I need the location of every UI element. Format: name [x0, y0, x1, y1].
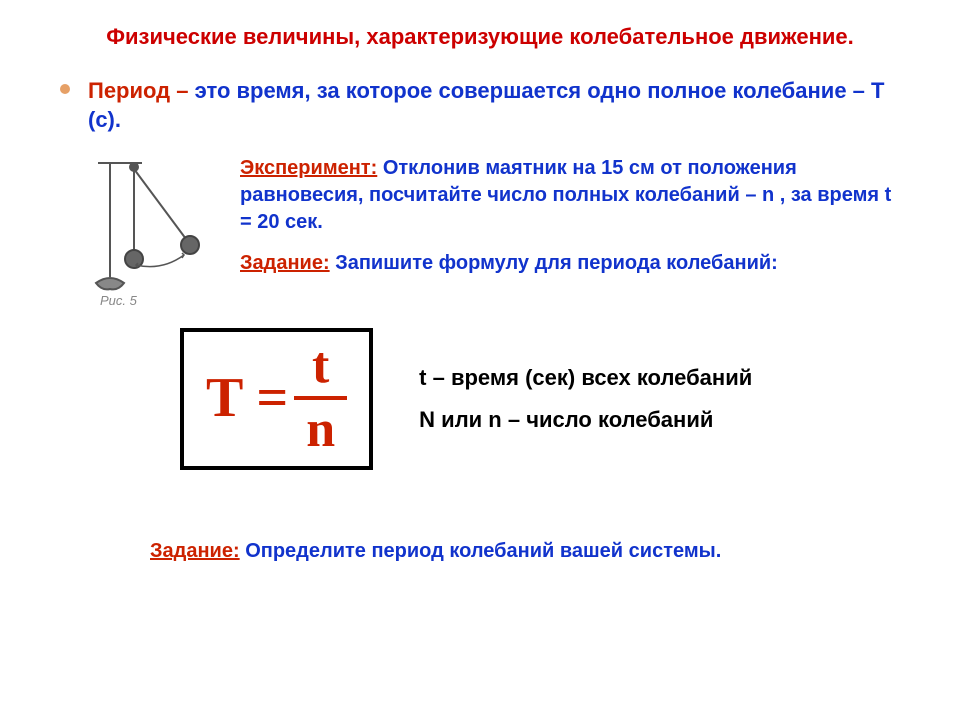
task2-body: Определите период колебаний вашей систем…	[240, 540, 722, 562]
experiment-line: Эксперимент: Отклонив маятник на 15 см о…	[240, 155, 900, 236]
formula-fraction: t n	[294, 340, 347, 456]
formula-box: T = t n	[180, 328, 373, 470]
slide-title: Физические величины, характеризующие кол…	[0, 0, 960, 52]
formula-numerator: t	[300, 340, 341, 392]
pendulum-caption: Рис. 5	[100, 293, 138, 308]
task2-line: Задание: Определите период колебаний ваш…	[0, 470, 960, 563]
experiment-text-block: Эксперимент: Отклонив маятник на 15 см о…	[240, 155, 900, 277]
task1-line: Задание: Запишите формулу для периода ко…	[240, 250, 900, 277]
slide: Физические величины, характеризующие кол…	[0, 0, 960, 720]
formula-legend: t – время (сек) всех колебаний N или n –…	[419, 357, 752, 441]
task1-body: Запишите формулу для периода колебаний:	[330, 252, 778, 274]
formula-left: T =	[206, 366, 288, 430]
experiment-row: Рис. 5 Эксперимент: Отклонив маятник на …	[0, 135, 960, 310]
fraction-bar-icon	[294, 396, 347, 400]
bullet-icon	[60, 84, 70, 94]
task1-label: Задание:	[240, 252, 330, 274]
pendulum-figure: Рис. 5	[90, 155, 210, 310]
legend-line-2: N или n – число колебаний	[419, 399, 752, 441]
formula-row: T = t n t – время (сек) всех колебаний N…	[0, 310, 960, 470]
experiment-label: Эксперимент:	[240, 157, 377, 179]
formula-denominator: n	[294, 404, 347, 456]
spacer	[240, 236, 900, 250]
pendulum-icon: Рис. 5	[90, 155, 210, 310]
task2-label: Задание:	[150, 540, 240, 562]
definition-text: Период – это время, за которое совершает…	[88, 76, 900, 135]
definition-term: Период –	[88, 78, 195, 103]
definition-body: это время, за которое совершается одно п…	[88, 78, 884, 133]
legend-line-1: t – время (сек) всех колебаний	[419, 357, 752, 399]
definition-row: Период – это время, за которое совершает…	[0, 52, 960, 135]
